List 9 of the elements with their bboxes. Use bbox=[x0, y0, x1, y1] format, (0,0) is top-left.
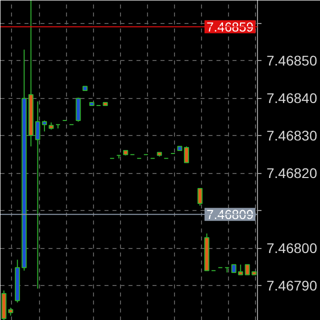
candlestick bbox=[42, 120, 47, 132]
y-tick-label: 7.46840 bbox=[266, 90, 318, 106]
y-tick-label: 7.46790 bbox=[266, 278, 318, 294]
y-tick-label: 7.46820 bbox=[266, 165, 318, 182]
candlestick bbox=[197, 188, 203, 206]
y-tick-label: 7.46830 bbox=[266, 128, 318, 144]
y-tick-label: 7.46800 bbox=[266, 240, 318, 256]
y-tick-label: 7.46850 bbox=[266, 52, 318, 69]
candlestick bbox=[76, 97, 81, 122]
